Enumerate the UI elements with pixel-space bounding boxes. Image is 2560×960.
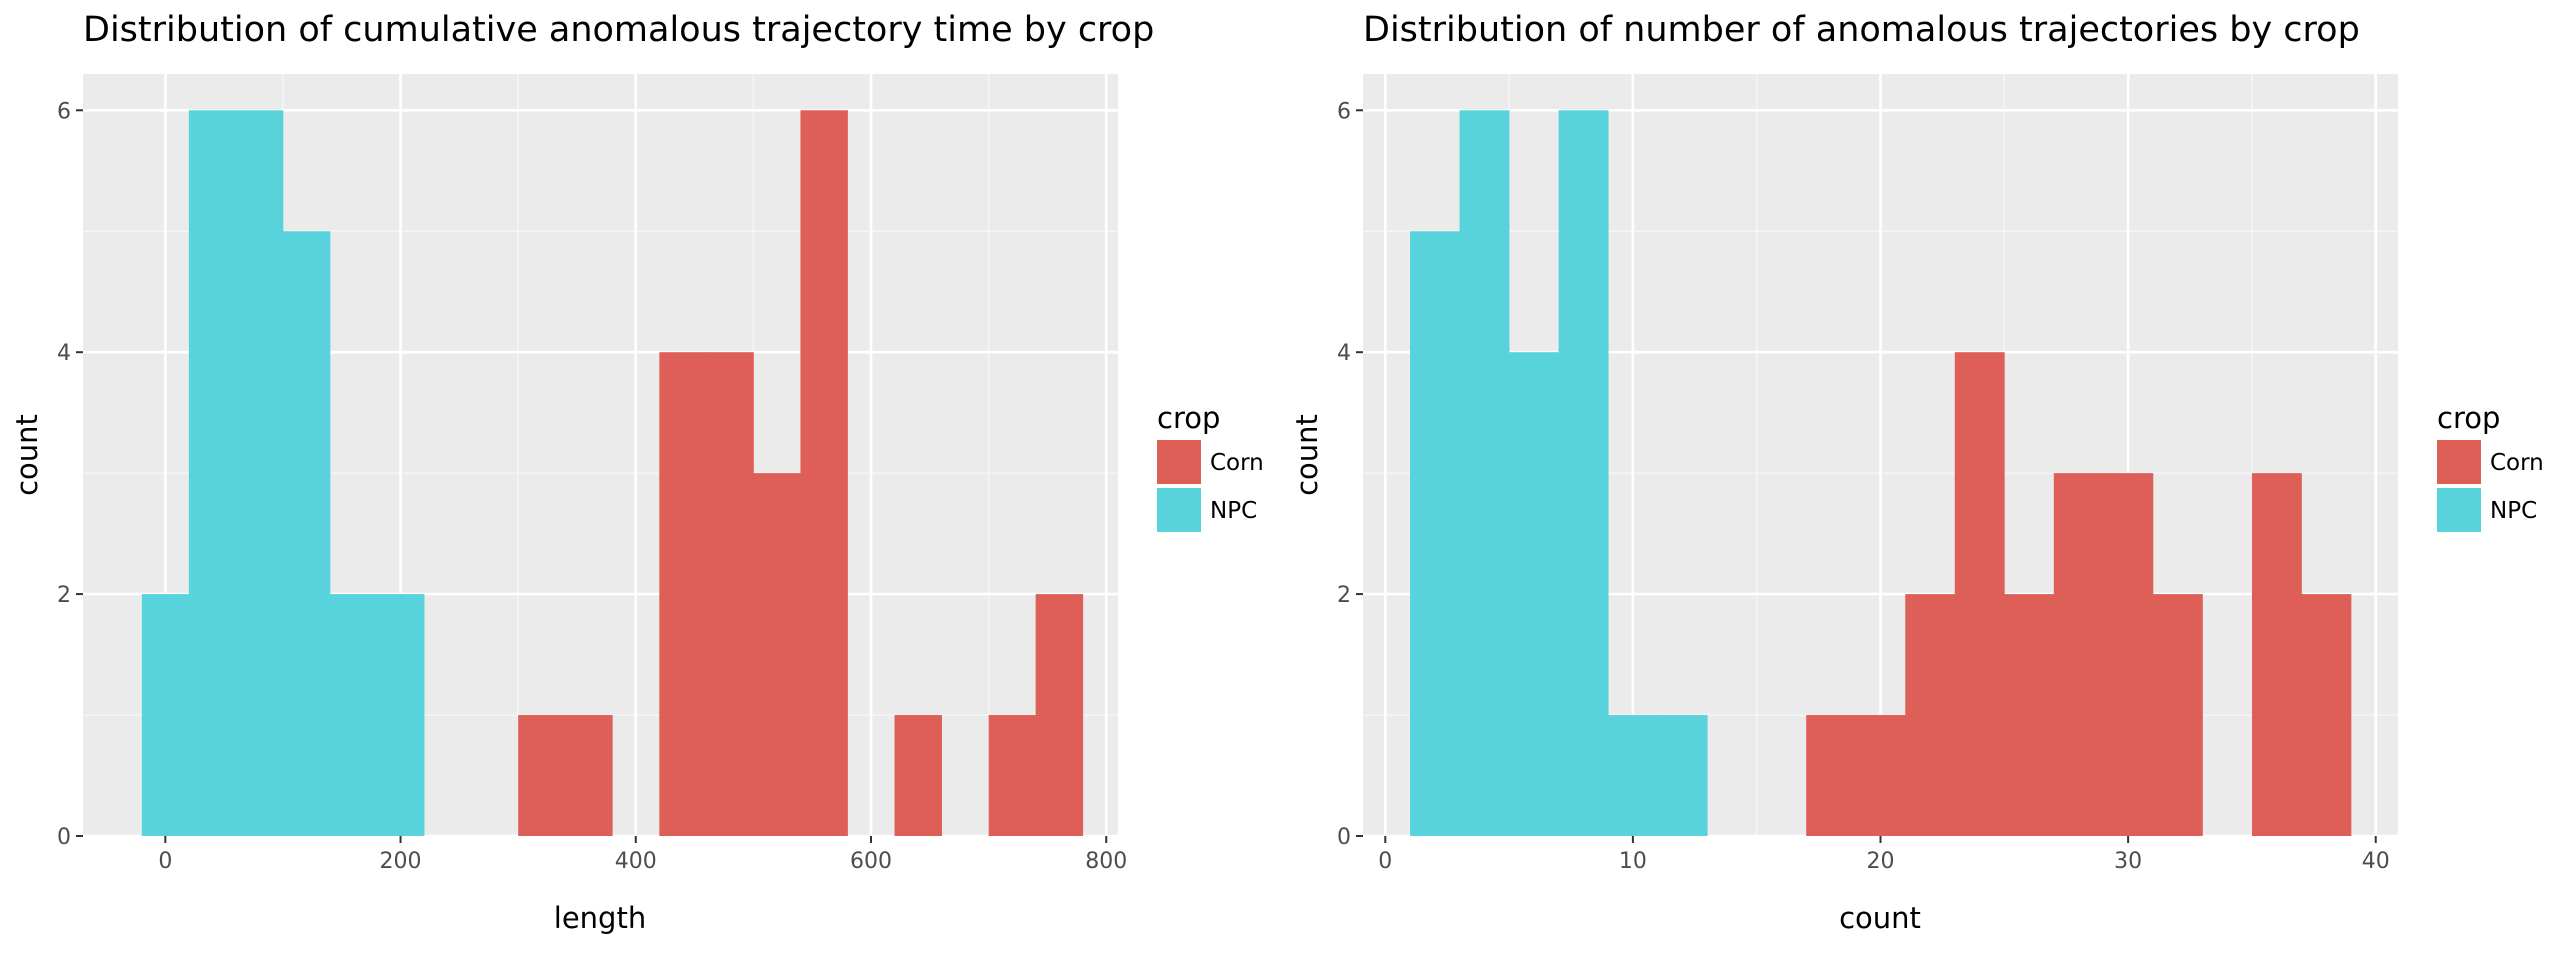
chart-title: Distribution of number of anomalous traj…	[1363, 10, 2360, 50]
y-tick-label: 0	[57, 825, 71, 850]
histogram-bar-corn	[800, 110, 848, 837]
legend-title: crop	[2437, 401, 2500, 435]
grid-layer	[83, 74, 1118, 838]
axis-ticks: 0 10 20 30 40 0 2 4 6	[1337, 99, 2390, 874]
y-tick-label: 4	[57, 341, 71, 366]
x-tick-label: 200	[380, 849, 422, 874]
histogram-bar-corn	[1954, 352, 2005, 836]
x-tick-label: 0	[158, 849, 172, 874]
y-tick-label: 2	[57, 583, 71, 608]
histogram-bar-corn	[565, 715, 613, 836]
histogram-bar-npc	[1608, 715, 1659, 836]
histogram-bar-corn	[2103, 473, 2154, 836]
histogram-bar-corn	[2152, 594, 2203, 836]
bars-layer	[1410, 110, 2352, 837]
histogram-bar-npc	[1410, 231, 1460, 836]
histogram-bar-npc	[282, 231, 331, 836]
chart-cumulative-time: Distribution of cumulative anomalous tra…	[10, 10, 1264, 935]
histogram-bar-npc	[1459, 110, 1510, 837]
x-tick-label: 0	[1378, 849, 1392, 874]
y-tick-label: 2	[1337, 583, 1351, 608]
histogram-bar-corn	[2251, 473, 2302, 836]
x-tick-label: 800	[1085, 849, 1127, 874]
y-axis-label: count	[10, 414, 44, 496]
bars-layer	[141, 110, 1084, 837]
histogram-bar-corn	[2004, 594, 2055, 836]
x-axis-label: count	[1839, 901, 1921, 935]
chart-title: Distribution of cumulative anomalous tra…	[83, 10, 1154, 50]
legend-label-corn: Corn	[2490, 450, 2544, 476]
legend-label-corn: Corn	[1210, 450, 1264, 476]
legend-key-corn	[1157, 440, 1201, 484]
legend-key-npc	[1157, 488, 1201, 532]
legend: crop Corn NPC	[1157, 401, 1264, 532]
histogram-bar-corn	[988, 715, 1037, 836]
histogram-bar-corn	[753, 473, 801, 836]
x-tick-label: 400	[615, 849, 657, 874]
histogram-bar-corn	[2053, 473, 2104, 836]
axis-ticks: 0 200 400 600 800 0 2 4 6	[57, 99, 1127, 874]
histogram-bar-corn	[706, 352, 754, 836]
histogram-bar-npc	[141, 594, 190, 836]
y-axis-label: count	[1290, 414, 1324, 496]
histogram-bar-npc	[1657, 715, 1708, 836]
histogram-bar-corn	[2301, 594, 2352, 836]
x-tick-label: 600	[850, 849, 892, 874]
histogram-bar-npc	[1558, 110, 1609, 837]
legend-label-npc: NPC	[2490, 498, 2537, 524]
y-tick-label: 4	[1337, 341, 1351, 366]
legend-key-npc	[2437, 488, 2481, 532]
histogram-bar-corn	[894, 715, 942, 836]
x-tick-label: 10	[1619, 849, 1647, 874]
legend-label-npc: NPC	[1210, 498, 1257, 524]
x-axis-label: length	[554, 901, 646, 935]
legend-key-corn	[2437, 440, 2481, 484]
chart-trajectory-count: Distribution of number of anomalous traj…	[1290, 10, 2544, 935]
histogram-bar-corn	[1806, 715, 1857, 836]
y-tick-label: 6	[1337, 99, 1351, 124]
histogram-bar-npc	[377, 594, 425, 836]
y-tick-label: 6	[57, 99, 71, 124]
histogram-bar-corn	[1035, 594, 1084, 836]
histogram-bar-npc	[235, 110, 284, 837]
x-tick-label: 40	[2362, 849, 2390, 874]
histogram-bar-npc	[188, 110, 237, 837]
histogram-bar-corn	[659, 352, 707, 836]
x-tick-label: 30	[2114, 849, 2142, 874]
legend-title: crop	[1157, 401, 1220, 435]
y-tick-label: 0	[1337, 825, 1351, 850]
histogram-bar-npc	[329, 594, 378, 836]
legend: crop Corn NPC	[2437, 401, 2544, 532]
x-tick-label: 20	[1867, 849, 1895, 874]
histogram-bar-npc	[1509, 352, 1560, 836]
histogram-bar-corn	[1905, 594, 1956, 836]
histogram-bar-corn	[1855, 715, 1906, 836]
histogram-bar-corn	[518, 715, 566, 836]
